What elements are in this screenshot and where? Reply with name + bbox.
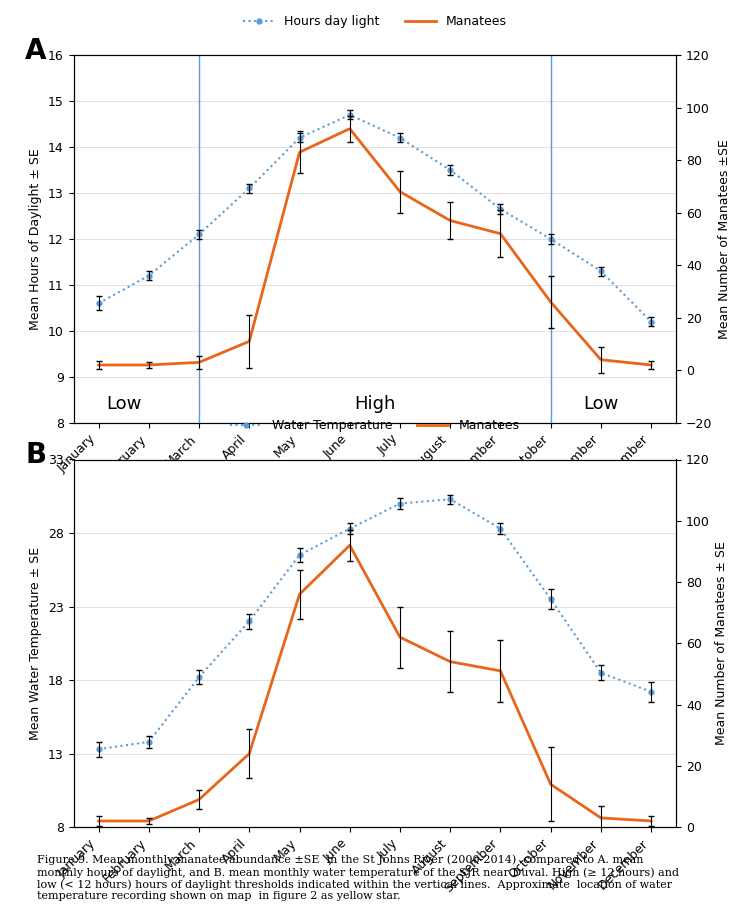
Text: High: High xyxy=(354,395,395,414)
Legend: Hours day light, Manatees: Hours day light, Manatees xyxy=(238,10,512,33)
Y-axis label: Mean Water Temperature ± SE: Mean Water Temperature ± SE xyxy=(29,547,43,740)
Y-axis label: Mean Hours of Daylight ± SE: Mean Hours of Daylight ± SE xyxy=(29,148,43,330)
Text: A: A xyxy=(25,37,47,64)
Text: Figure 9. Mean monthly manatee abundance ±SE  in the St Johns River (2000-2014) : Figure 9. Mean monthly manatee abundance… xyxy=(37,855,678,902)
Y-axis label: Mean Number of Manatees ± SE: Mean Number of Manatees ± SE xyxy=(715,541,728,745)
Text: Low: Low xyxy=(583,395,619,414)
Y-axis label: Mean Number of Manatees ±SE: Mean Number of Manatees ±SE xyxy=(718,139,731,339)
Text: Low: Low xyxy=(106,395,141,414)
Legend: Water Temperature, Manatees: Water Temperature, Manatees xyxy=(226,414,524,437)
Text: B: B xyxy=(25,441,46,469)
